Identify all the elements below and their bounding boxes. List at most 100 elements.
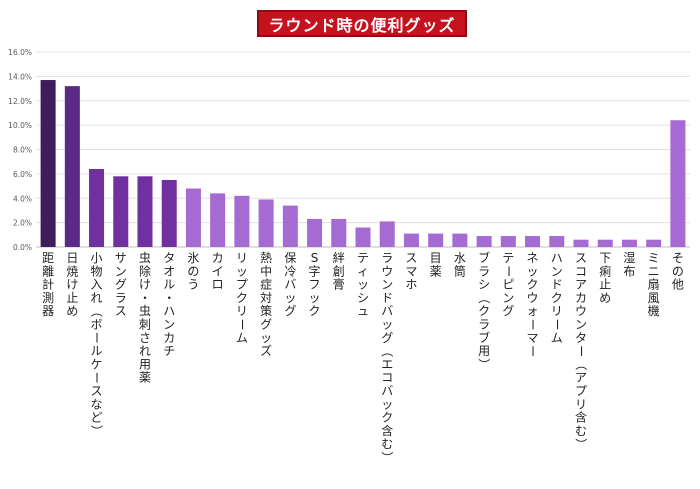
svg-text:カ: カ [212, 251, 224, 265]
svg-text:グ: グ [381, 331, 393, 345]
bar [40, 80, 56, 247]
svg-text:ン: ン [163, 318, 175, 332]
svg-text:チ: チ [163, 344, 175, 358]
svg-text:止: 止 [66, 291, 78, 305]
bar [161, 179, 177, 247]
svg-text:氷: 氷 [187, 251, 199, 265]
category-label: 目薬 [430, 251, 442, 278]
bar [621, 239, 637, 247]
category-label: カイロ [212, 251, 224, 292]
svg-text:保: 保 [284, 251, 296, 265]
svg-text:冷: 冷 [284, 264, 296, 278]
svg-text:ス: ス [91, 384, 103, 398]
y-tick-label: 0.0% [13, 243, 32, 252]
svg-text:ッ: ッ [260, 331, 272, 345]
bar [331, 218, 347, 247]
category-label: スマホ [405, 251, 417, 292]
svg-text:シ: シ [478, 278, 490, 292]
svg-text:）: ） [477, 358, 491, 370]
svg-text:ア: ア [575, 371, 587, 385]
svg-text:布: 布 [623, 264, 635, 278]
svg-text:虫: 虫 [139, 304, 151, 318]
svg-text:ッ: ッ [309, 291, 321, 305]
bar [403, 233, 419, 247]
bar [573, 239, 589, 247]
svg-text:テ: テ [357, 251, 369, 265]
svg-text:ュ: ュ [357, 304, 369, 318]
y-tick-label: 12.0% [8, 97, 32, 106]
svg-text:・: ・ [139, 291, 151, 305]
svg-text:風: 風 [648, 291, 660, 305]
svg-text:下: 下 [599, 251, 611, 265]
svg-text:マ: マ [527, 331, 539, 345]
svg-text:薬: 薬 [139, 371, 151, 385]
svg-text:ク: ク [527, 278, 539, 292]
y-tick-label: 2.0% [13, 219, 32, 228]
svg-text:痢: 痢 [599, 263, 611, 278]
bars [40, 80, 686, 247]
svg-text:ピ: ピ [502, 278, 514, 292]
y-tick-label: 4.0% [13, 194, 32, 203]
svg-text:ッ: ッ [381, 318, 393, 332]
svg-text:ン: ン [575, 318, 587, 332]
svg-text:ウ: ウ [575, 304, 587, 318]
bar [476, 236, 492, 247]
svg-text:リ: リ [551, 304, 563, 318]
svg-text:シ: シ [357, 291, 369, 305]
svg-text:他: 他 [672, 278, 684, 292]
svg-text:リ: リ [575, 397, 587, 411]
svg-text:湿: 湿 [623, 250, 635, 265]
svg-text:（: （ [574, 358, 588, 370]
bar [185, 188, 201, 247]
svg-text:け: け [139, 278, 151, 292]
svg-text:筒: 筒 [454, 263, 466, 278]
svg-text:む: む [381, 437, 393, 451]
svg-text:マ: マ [405, 264, 417, 278]
svg-text:グ: グ [284, 304, 296, 318]
svg-text:け: け [66, 278, 78, 292]
svg-text:ブ: ブ [478, 250, 490, 265]
svg-text:ラ: ラ [115, 291, 127, 305]
svg-text:ボ: ボ [91, 318, 103, 332]
svg-text:ニ: ニ [648, 264, 660, 278]
svg-text:ー: ー [235, 318, 249, 330]
svg-text:の: の [672, 264, 684, 278]
svg-text:フ: フ [309, 278, 321, 292]
svg-text:ク: ク [381, 411, 393, 425]
svg-text:れ: れ [139, 344, 151, 358]
bar [379, 221, 395, 247]
bar [670, 120, 686, 247]
svg-text:日: 日 [66, 251, 78, 265]
svg-text:熱: 熱 [260, 251, 272, 265]
svg-text:プ: プ [236, 278, 248, 292]
svg-text:め: め [66, 304, 78, 318]
svg-text:バ: バ [381, 304, 393, 318]
svg-text:膏: 膏 [333, 277, 345, 292]
svg-text:用: 用 [139, 357, 151, 371]
svg-text:テ: テ [502, 251, 514, 265]
svg-text:グ: グ [502, 304, 514, 318]
svg-text:ッ: ッ [284, 291, 296, 305]
svg-text:ス: ス [405, 251, 417, 265]
svg-text:リ: リ [236, 304, 248, 318]
category-label: 湿布 [623, 250, 635, 278]
svg-text:ハ: ハ [163, 304, 175, 318]
y-tick-label: 10.0% [8, 121, 32, 130]
svg-text:グ: グ [260, 318, 272, 332]
svg-text:ド: ド [551, 278, 563, 292]
svg-text:虫: 虫 [139, 251, 151, 265]
svg-text:中: 中 [260, 263, 272, 278]
svg-text:ン: ン [381, 278, 393, 292]
svg-text:バ: バ [381, 384, 393, 398]
y-tick-label: 16.0% [8, 48, 32, 57]
svg-text:ー: ー [90, 332, 104, 344]
svg-text:れ: れ [91, 291, 103, 305]
